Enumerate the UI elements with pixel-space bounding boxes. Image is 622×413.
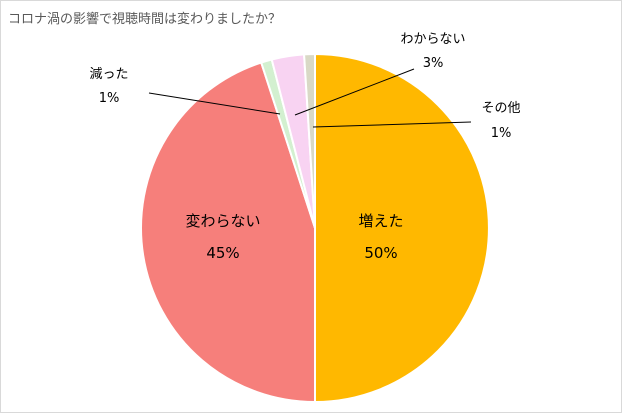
leader-line-3 bbox=[294, 68, 415, 116]
slice-category-label-3: わからない bbox=[400, 32, 465, 47]
slice-value-label-4: 1% bbox=[491, 126, 512, 141]
leader-lines bbox=[148, 68, 472, 128]
pie-slices bbox=[140, 52, 490, 404]
slice-value-label-0: 50% bbox=[364, 244, 397, 262]
slice-value-label-2: 1% bbox=[99, 91, 120, 106]
slice-category-label-1: 変わらない bbox=[185, 212, 260, 230]
slice-category-label-4: その他 bbox=[481, 101, 520, 116]
slice-category-label-2: 減った bbox=[89, 66, 128, 82]
slice-labels: 増えた 50% 変わらない 45% 減った 1% わからない 3% その他 1% bbox=[89, 32, 520, 262]
slice-category-label-0: 増えた bbox=[358, 212, 403, 230]
slice-value-label-3: 3% bbox=[423, 56, 444, 71]
leader-line-4 bbox=[312, 121, 472, 128]
pie-slice-1 bbox=[140, 61, 316, 404]
pie-slice-0 bbox=[314, 52, 490, 404]
chart-title: コロナ渦の影響で視聴時間は変わりましたか？ bbox=[8, 12, 282, 27]
leader-line-2 bbox=[148, 92, 281, 115]
pie-slice-4 bbox=[303, 52, 316, 229]
slice-value-label-1: 45% bbox=[206, 244, 239, 262]
